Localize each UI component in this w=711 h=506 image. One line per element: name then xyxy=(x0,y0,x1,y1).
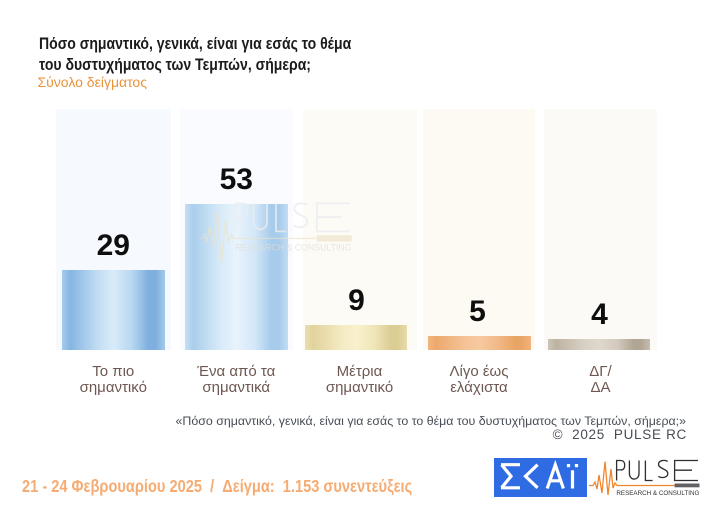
svg-text:RESEARCH & CONSULTING: RESEARCH & CONSULTING xyxy=(235,243,351,253)
svg-text:RESEARCH & CONSULTING: RESEARCH & CONSULTING xyxy=(616,490,699,497)
